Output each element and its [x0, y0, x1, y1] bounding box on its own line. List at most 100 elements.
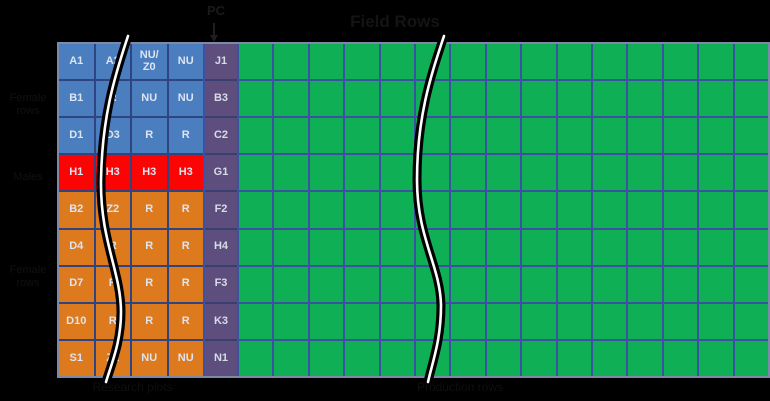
- pc-cell: C2: [205, 118, 237, 154]
- field-row-cell: [345, 340, 379, 376]
- plot-cell: B2: [59, 192, 94, 228]
- field-row-cell: [416, 118, 450, 154]
- plot-cell: R: [132, 229, 167, 265]
- field-row-cell: [557, 192, 591, 228]
- field-row-cell: [663, 118, 698, 154]
- field-row-cell: [593, 192, 627, 228]
- field-row-cell: [699, 229, 733, 265]
- field-row-cell: [734, 44, 768, 80]
- row-group-label-top: Female rows: [9, 92, 47, 117]
- field-row-cell: [486, 155, 521, 191]
- field-row-cell: [309, 229, 344, 265]
- field-row-cell: [663, 229, 698, 265]
- field-row-cell: [380, 81, 414, 117]
- field-row-cell: [486, 340, 521, 376]
- field-row-cell: [734, 229, 768, 265]
- plot-cell: A1: [59, 44, 94, 80]
- field-row-cell: [380, 155, 414, 191]
- field-row-cell: [239, 155, 273, 191]
- field-row-cell: [663, 192, 698, 228]
- field-row-cell: [557, 229, 591, 265]
- plot-cell: R: [168, 266, 203, 302]
- field-row-cell: [593, 118, 627, 154]
- field-row-cell: [274, 229, 308, 265]
- field-row-cell: [451, 81, 485, 117]
- field-row-cell: [593, 303, 627, 339]
- field-row-cell: [663, 266, 698, 302]
- field-row-cell: [522, 118, 556, 154]
- field-row-cell: [486, 118, 521, 154]
- field-row-cell: [628, 81, 662, 117]
- plot-cell: B1: [59, 81, 94, 117]
- field-row-cell: [416, 155, 450, 191]
- field-row-cell: [557, 340, 591, 376]
- field-row-cell: [734, 340, 768, 376]
- field-row-cell: [663, 44, 698, 80]
- plot-cell: D3: [95, 118, 130, 154]
- field-row-cell: [522, 192, 556, 228]
- field-row-cell: [274, 44, 308, 80]
- field-row-cell: [628, 118, 662, 154]
- field-row-cell: [593, 44, 627, 80]
- field-row-cell: [239, 303, 273, 339]
- field-row-cell: [699, 303, 733, 339]
- field-row-cell: [309, 44, 344, 80]
- field-row-cell: [734, 192, 768, 228]
- field-row-cell: [345, 266, 379, 302]
- field-row-cell: [380, 118, 414, 154]
- field-row-cell: [486, 266, 521, 302]
- field-row-cell: [345, 155, 379, 191]
- field-map-table: A1 A2 NU/ Z0 NU B1 R NU NU D1 D3 R R H1 H3 H3 H3 B2 Z2 R R D…: [57, 42, 770, 378]
- field-row-cell: [239, 229, 273, 265]
- plot-cell: R: [132, 118, 167, 154]
- field-row-cell: [451, 192, 485, 228]
- field-row-cell: [557, 266, 591, 302]
- field-row-cell: [416, 44, 450, 80]
- field-row-cell: [486, 81, 521, 117]
- field-row-cell: [699, 118, 733, 154]
- plot-cell: S1: [59, 340, 94, 376]
- field-row-cell: [486, 44, 521, 80]
- field-row-cell: [380, 266, 414, 302]
- pc-cell: F3: [205, 266, 237, 302]
- plot-cell: R: [168, 303, 203, 339]
- field-row-cell: [309, 118, 344, 154]
- field-row-cell: [628, 266, 662, 302]
- plot-cell: Z1: [95, 340, 130, 376]
- plot-cell: D10: [59, 303, 94, 339]
- pc-cell: B3: [205, 81, 237, 117]
- field-row-cell: [451, 303, 485, 339]
- field-row-cell: [239, 44, 273, 80]
- field-row-cell: [309, 192, 344, 228]
- field-row-cell: [416, 303, 450, 339]
- pc-column-label: PC: [206, 3, 226, 18]
- field-row-cell: [274, 192, 308, 228]
- field-row-cell: [663, 303, 698, 339]
- field-row-cell: [522, 155, 556, 191]
- field-row-cell: [699, 81, 733, 117]
- field-row-cell: [451, 155, 485, 191]
- diagram-title: Field Rows: [350, 12, 440, 31]
- field-row-cell: [274, 303, 308, 339]
- plot-cell: NU: [132, 340, 167, 376]
- field-row-cell: [628, 192, 662, 228]
- field-row-cell: [380, 340, 414, 376]
- field-row-cell: [239, 340, 273, 376]
- field-row-cell: [734, 81, 768, 117]
- research-plot-block: A1 A2 NU/ Z0 NU B1 R NU NU D1 D3 R R H1 H3 H3 H3 B2 Z2 R R D…: [59, 44, 203, 376]
- field-row-cell: [451, 44, 485, 80]
- plot-cell: R: [95, 303, 130, 339]
- field-row-cell: [274, 340, 308, 376]
- field-row-cell: [699, 192, 733, 228]
- field-row-cell: [699, 266, 733, 302]
- field-row-cell: [734, 155, 768, 191]
- plot-cell: R: [132, 303, 167, 339]
- field-row-cell: [451, 118, 485, 154]
- field-row-cell: [557, 303, 591, 339]
- plot-cell: R: [95, 229, 130, 265]
- field-row-cell: [309, 155, 344, 191]
- field-row-cell: [239, 81, 273, 117]
- field-row-cell: [628, 303, 662, 339]
- plot-cell: H3: [132, 155, 167, 191]
- field-row-cell: [593, 340, 627, 376]
